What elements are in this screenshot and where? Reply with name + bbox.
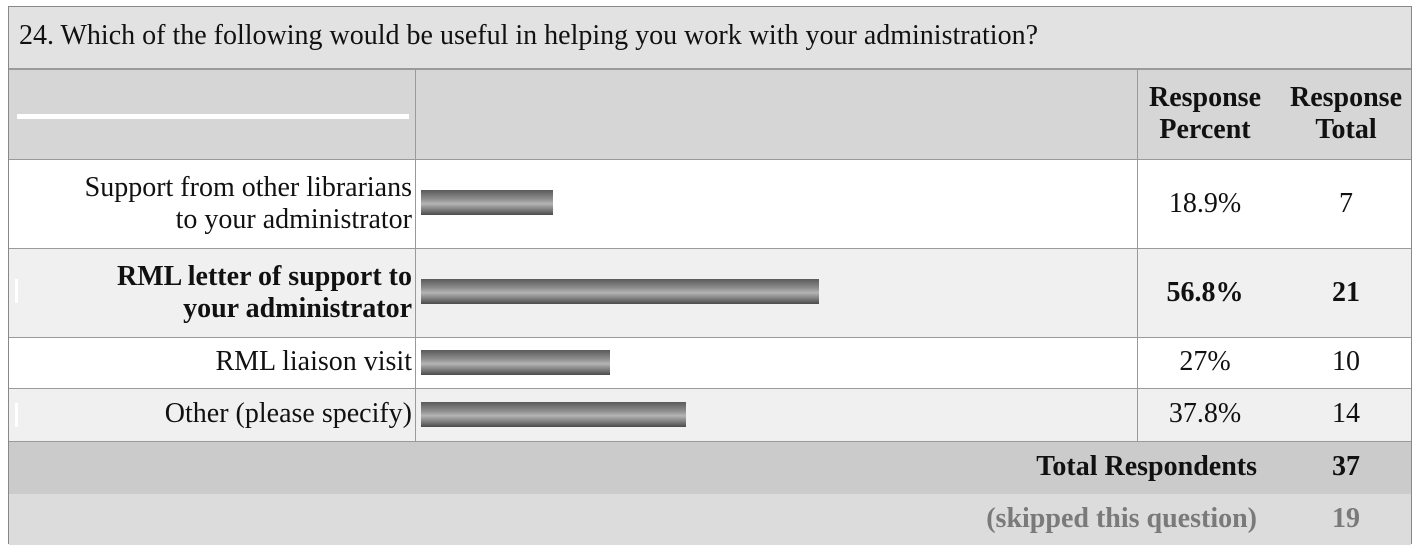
answer-label-line1: RML liaison visit xyxy=(215,346,412,377)
total-respondents-label: Total Respondents xyxy=(1036,451,1257,482)
skipped-label: (skipped this question) xyxy=(986,503,1257,534)
response-percent-header: Response Percent xyxy=(1139,82,1271,146)
response-total-header: Response Total xyxy=(1279,82,1413,146)
response-percent: 56.8% xyxy=(1166,277,1244,308)
survey-question-table: 24. Which of the following would be usef… xyxy=(8,6,1412,545)
answer-label-line1: Support from other librarians xyxy=(84,172,412,203)
row-marker xyxy=(15,279,18,303)
answer-label: Support from other librarians to your ad… xyxy=(85,172,412,236)
column-separator xyxy=(415,160,416,248)
response-total: 7 xyxy=(1339,188,1353,219)
response-total: 14 xyxy=(1332,398,1360,429)
table-row: RML letter of support to your administra… xyxy=(9,249,1411,338)
response-percent: 27% xyxy=(1179,346,1231,377)
column-separator xyxy=(415,70,416,159)
table-row: Support from other librarians to your ad… xyxy=(9,160,1411,249)
column-separator xyxy=(415,389,416,441)
percent-header-line1: Response xyxy=(1148,82,1261,113)
table-row: RML liaison visit 27% 10 xyxy=(9,338,1411,389)
response-percent: 37.8% xyxy=(1168,398,1242,429)
response-bar xyxy=(421,279,819,304)
skipped-value: 19 xyxy=(1332,503,1360,534)
column-separator xyxy=(1137,160,1138,248)
table-row: Other (please specify) 37.8% 14 xyxy=(9,389,1411,442)
response-total: 21 xyxy=(1332,277,1360,308)
response-bar xyxy=(421,350,610,375)
response-bar xyxy=(421,402,686,427)
answer-label-line1: RML letter of support to xyxy=(117,261,412,292)
percent-header-line2: Percent xyxy=(1159,114,1251,145)
column-separator xyxy=(1137,70,1138,159)
column-separator xyxy=(1137,249,1138,337)
total-respondents-row: Total Respondents 37 xyxy=(9,442,1411,494)
answer-label-line2: your administrator xyxy=(183,293,412,324)
question-title: 24. Which of the following would be usef… xyxy=(19,20,1038,51)
answer-label-line1: Other (please specify) xyxy=(164,398,412,429)
response-percent: 18.9% xyxy=(1168,188,1242,219)
total-header-line1: Response xyxy=(1289,82,1402,113)
column-separator xyxy=(415,338,416,388)
header-row: Response Percent Response Total xyxy=(9,70,1411,160)
total-respondents-value: 37 xyxy=(1332,451,1360,482)
column-separator xyxy=(1137,389,1138,441)
answer-label-line2: to your administrator xyxy=(175,204,412,235)
response-bar xyxy=(421,190,553,215)
response-total: 10 xyxy=(1332,346,1360,377)
total-header-line2: Total xyxy=(1315,114,1377,145)
answer-label: RML liaison visit xyxy=(215,346,412,378)
answer-label: RML letter of support to your administra… xyxy=(117,261,412,325)
question-title-row: 24. Which of the following would be usef… xyxy=(9,7,1411,70)
row-marker xyxy=(15,403,18,427)
skipped-row: (skipped this question) 19 xyxy=(9,494,1411,545)
column-separator xyxy=(1137,338,1138,388)
header-divider-line xyxy=(17,114,409,119)
column-separator xyxy=(415,249,416,337)
answer-label: Other (please specify) xyxy=(165,398,412,430)
